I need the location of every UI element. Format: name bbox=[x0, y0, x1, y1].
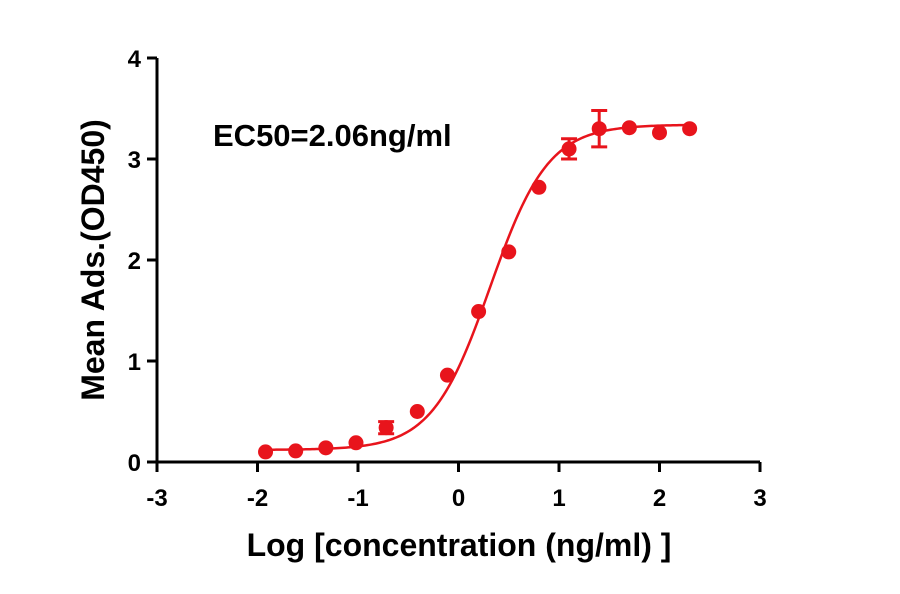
data-point bbox=[409, 404, 425, 419]
y-tick-label: 4 bbox=[128, 46, 142, 73]
data-points bbox=[258, 120, 698, 460]
x-tick-label: 2 bbox=[653, 485, 666, 512]
data-point bbox=[501, 244, 517, 260]
x-tick-label: -3 bbox=[146, 485, 167, 512]
ec50-annotation: EC50=2.06ng/ml bbox=[213, 118, 452, 153]
fit-curve bbox=[265, 123, 690, 451]
x-axis-title: Log [concentration (ng/ml) ] bbox=[247, 527, 672, 563]
y-tick-label: 1 bbox=[128, 349, 141, 376]
data-point bbox=[439, 367, 455, 383]
y-axis-title: Mean Ads.(OD450) bbox=[75, 119, 111, 401]
x-tick-label: -2 bbox=[247, 485, 268, 512]
data-point bbox=[531, 179, 547, 195]
data-point bbox=[621, 120, 637, 136]
data-point bbox=[591, 121, 607, 137]
data-point bbox=[258, 444, 274, 460]
data-point bbox=[318, 440, 334, 456]
x-tick-label: 1 bbox=[552, 485, 565, 512]
y-tick-label: 2 bbox=[128, 248, 141, 275]
data-point bbox=[378, 420, 394, 436]
x-ticks: -3 -2 -1 0 1 2 3 bbox=[146, 462, 767, 512]
x-tick-label: 0 bbox=[452, 485, 465, 512]
x-tick-label: -1 bbox=[347, 485, 368, 512]
error-bars bbox=[378, 109, 608, 436]
data-point bbox=[348, 435, 364, 451]
data-point bbox=[682, 121, 698, 137]
data-point bbox=[561, 141, 577, 157]
y-tick-label: 0 bbox=[128, 450, 141, 477]
data-point bbox=[652, 125, 667, 141]
data-point bbox=[288, 443, 304, 459]
data-point bbox=[471, 304, 487, 320]
y-tick-label: 3 bbox=[128, 147, 141, 174]
x-tick-label: 3 bbox=[753, 485, 766, 512]
y-ticks: 0 1 2 3 4 bbox=[128, 46, 157, 477]
